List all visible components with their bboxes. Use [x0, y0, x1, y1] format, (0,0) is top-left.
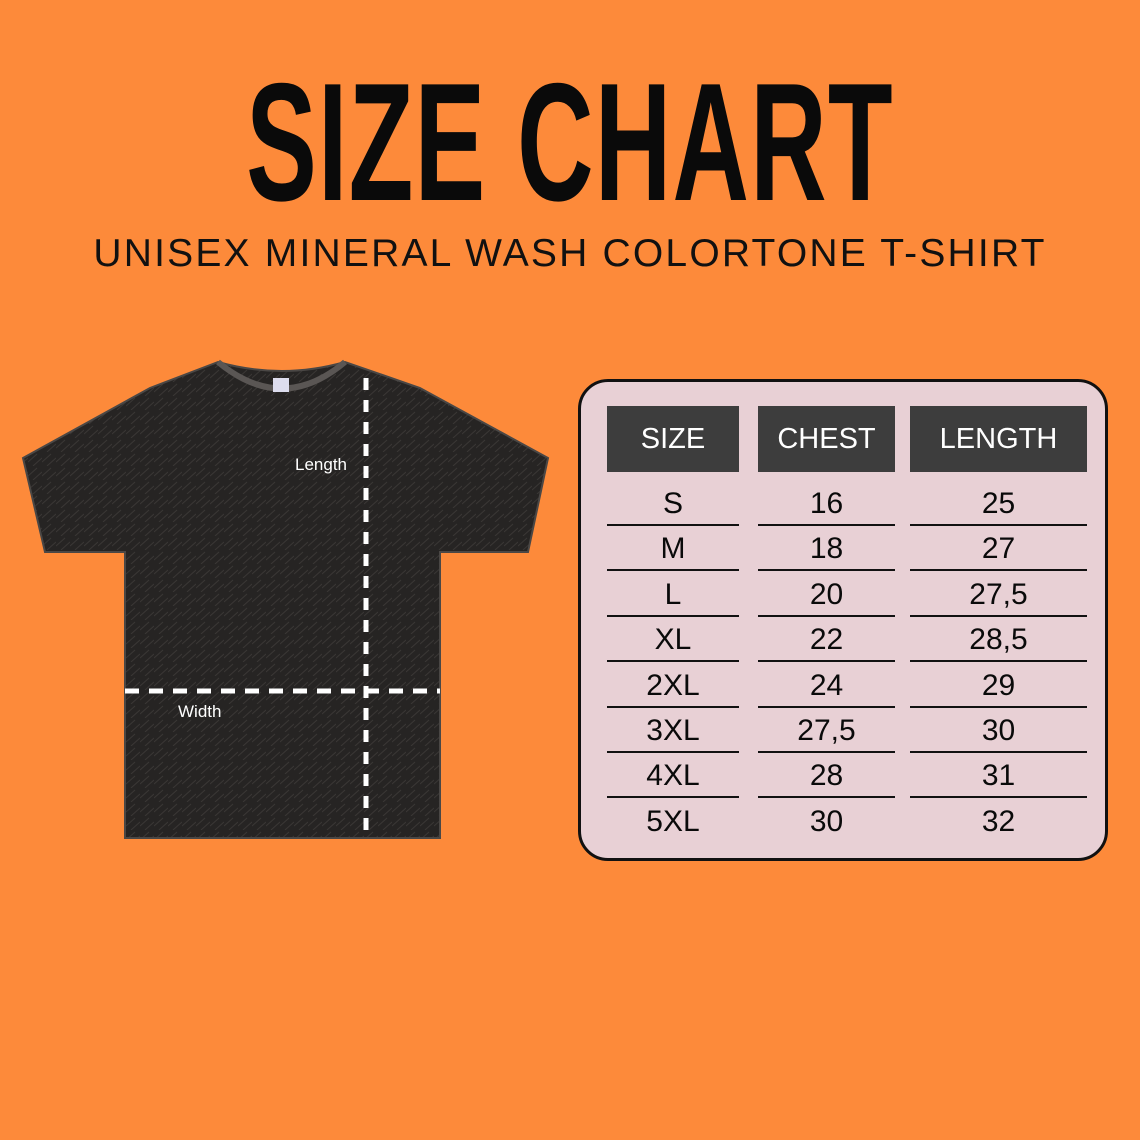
tshirt-image [21, 359, 550, 839]
table-cell: 28 [758, 753, 895, 799]
table-cell: 27,5 [910, 572, 1087, 617]
header-length: LENGTH [910, 406, 1087, 472]
size-table: SIZE CHEST LENGTH S 16 25 M 18 27 L 20 27,5 XL 22 2… [578, 379, 1108, 861]
table-cell: 28,5 [910, 617, 1087, 663]
table-cell: L [607, 572, 739, 617]
table-cell: 22 [758, 617, 895, 663]
table-cell: XL [607, 617, 739, 663]
table-cell: 24 [758, 663, 895, 708]
header-chest: CHEST [758, 406, 895, 472]
table-cell: 30 [809, 804, 844, 838]
table-cell: 4XL [607, 753, 739, 799]
table-cell: 16 [758, 481, 895, 526]
table-cell: 2XL [607, 663, 739, 708]
table-cell: 18 [758, 526, 895, 572]
page-title: SIZE CHART [246, 48, 894, 236]
width-label: Width [178, 702, 222, 721]
table-cell: M [607, 526, 739, 572]
table-cell: 27 [910, 526, 1087, 572]
length-label: Length [295, 455, 347, 474]
tshirt-tag [273, 378, 289, 392]
tshirt-body [21, 360, 550, 839]
table-cell: 5XL [646, 804, 700, 838]
table-cell: 31 [910, 753, 1087, 799]
table-cell: 29 [910, 663, 1087, 708]
table-cell: 27,5 [758, 708, 895, 753]
product-subtitle: UNISEX MINERAL WASH COLORTONE T-SHIRT [93, 232, 1047, 275]
table-cell: 25 [910, 481, 1087, 526]
table-cell: 20 [758, 572, 895, 617]
table-cell: S [607, 481, 739, 526]
table-cell: 30 [910, 708, 1087, 753]
table-cell: 3XL [607, 708, 739, 753]
table-cell: 32 [981, 804, 1016, 838]
header-size: SIZE [607, 406, 739, 472]
